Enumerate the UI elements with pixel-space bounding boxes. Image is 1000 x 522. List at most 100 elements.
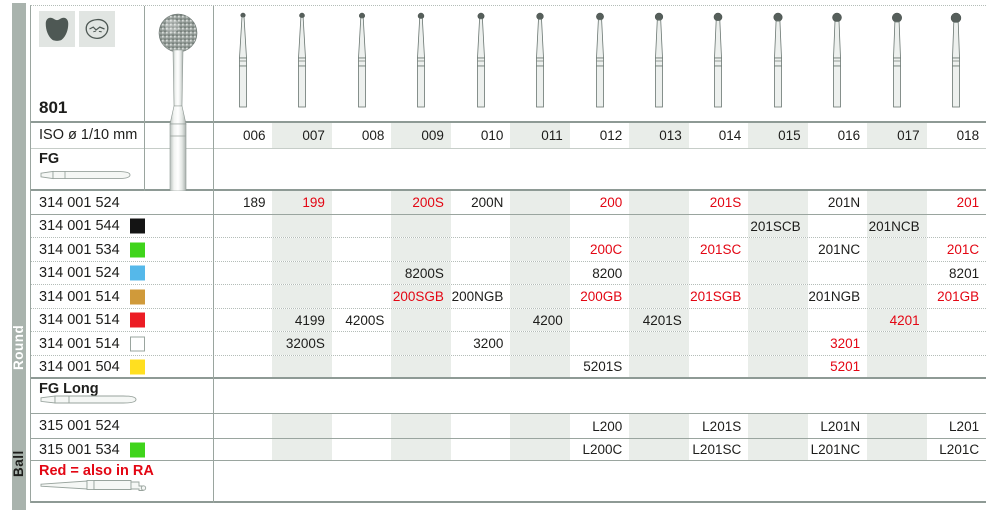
bur-ref-201SC: 201SC <box>699 242 742 257</box>
bur-ref-4201: 4201 <box>867 309 927 331</box>
empty-cell <box>748 414 808 438</box>
iso-size-009: 009 <box>391 123 451 148</box>
empty-cell <box>213 238 272 261</box>
order-code: 314 001 514 <box>31 332 213 355</box>
order-code-text: 314 001 544 <box>39 218 120 234</box>
empty-cell <box>391 414 451 438</box>
bur-ref-200: 200 <box>599 195 623 210</box>
bur-illustration-007 <box>272 6 331 123</box>
grit-color-chip-yellow <box>130 359 145 374</box>
iso-size-row: ISO ø 1/10 mm 006 007 008 009 010 011 012 013 01… <box>31 123 986 149</box>
bur-illustration-018 <box>927 6 986 123</box>
catalog-row: 314 001 514 3200S 3200 3201 <box>31 332 986 356</box>
bur-ref-200GB: 200GB <box>580 289 623 304</box>
empty-cell <box>808 262 867 284</box>
iso-size-016: 016 <box>837 128 861 143</box>
section-fg-label: FG <box>39 151 60 167</box>
catalog-row: 314 001 534 200C 201SC 201NC 201C <box>31 238 986 262</box>
bur-ref-201NCB: 201NCB <box>867 215 927 237</box>
iso-label: ISO ø 1/10 mm <box>39 127 138 143</box>
empty-cell <box>213 285 272 308</box>
empty-cell <box>451 309 510 331</box>
empty-cell <box>332 414 391 438</box>
catalog-row: 315 001 524 L200 L201S L201N L201 <box>31 414 986 439</box>
empty-cell <box>451 215 510 237</box>
empty-cell <box>689 356 748 377</box>
table-header-area: 801 <box>31 6 986 123</box>
empty-cell <box>451 414 510 438</box>
fg-rows: 314 001 524 189 199 200S 200N 200 201S 201N 201 3… <box>31 191 986 379</box>
bur-ref-201NGB: 201NGB <box>808 289 861 304</box>
bur-ref-4200: 4200 <box>510 309 570 331</box>
order-code-text: 315 001 534 <box>39 441 120 458</box>
empty-cell <box>927 332 986 355</box>
order-code: 314 001 514 <box>31 309 213 331</box>
figure-number: 801 <box>39 98 68 117</box>
empty-cell <box>272 285 332 308</box>
empty-cell <box>510 285 570 308</box>
empty-cell <box>213 309 272 331</box>
catalog-row: 314 001 524 189 199 200S 200N 200 201S 201N 201 <box>31 191 986 215</box>
bur-illustration-010 <box>451 6 510 123</box>
order-code-text: 314 001 504 <box>39 358 120 375</box>
order-code-text: 314 001 534 <box>39 241 120 258</box>
empty-cell <box>451 262 510 284</box>
bur-ref-201C: 201C <box>946 242 980 257</box>
empty-cell <box>510 191 570 214</box>
empty-cell <box>510 356 570 377</box>
divider-line <box>144 6 145 191</box>
fg-long-rows: 315 001 524 L200 L201S L201N L201 315 001 534… <box>31 414 986 461</box>
section-fg-long: FG Long <box>31 379 986 414</box>
fg-long-shank-drawing <box>39 393 145 411</box>
column-bur-illustrations <box>213 6 986 123</box>
bur-ref-L201SC: L201SC <box>692 442 742 457</box>
side-tab-strip: Round Ball <box>11 3 26 510</box>
bur-ref-8200: 8200 <box>592 265 623 281</box>
grit-color-chip-black <box>130 218 145 234</box>
bur-ref-201SCB: 201SCB <box>748 215 808 237</box>
empty-cell <box>391 309 451 331</box>
empty-cell <box>391 356 451 377</box>
bur-ref-5201: 5201 <box>830 359 861 374</box>
catalog-row: 314 001 514 4199 4200S 4200 4201S 4201 <box>31 309 986 332</box>
catalog-row: 314 001 504 5201S 5201 <box>31 356 986 379</box>
order-code: 315 001 534 <box>31 439 213 460</box>
empty-cell <box>272 262 332 284</box>
empty-cell <box>391 238 451 261</box>
occlusal-view-icon <box>79 11 115 47</box>
empty-cell <box>629 356 689 377</box>
empty-cell <box>272 215 332 237</box>
section-fg-long-label: FG Long <box>39 381 99 397</box>
bur-illustration-014 <box>689 6 748 123</box>
catalog-row: 314 001 514 200SGB 200NGB 200GB 201SGB 201NGB… <box>31 285 986 309</box>
bur-ref-200N: 200N <box>471 195 504 210</box>
empty-cell <box>451 356 510 377</box>
order-code-text: 314 001 524 <box>39 265 120 281</box>
empty-cell <box>867 262 927 284</box>
empty-cell <box>570 309 629 331</box>
empty-cell <box>629 215 689 237</box>
iso-size-010: 010 <box>480 128 504 143</box>
bur-ref-199: 199 <box>272 191 332 214</box>
bur-ref-201N: 201N <box>827 195 861 210</box>
catalog-row: 315 001 534 L200C L201SC L201NC L201C <box>31 439 986 461</box>
bur-ref-5201S: 5201S <box>583 359 623 374</box>
bur-ref-4201S: 4201S <box>629 309 689 331</box>
empty-cell <box>629 285 689 308</box>
bur-illustration-009 <box>391 6 450 123</box>
bur-ref-L200C: L200C <box>582 442 623 457</box>
order-code: 314 001 504 <box>31 356 213 377</box>
order-code: 314 001 514 <box>31 285 213 308</box>
catalog-row: 314 001 524 8200S 8200 8201 <box>31 262 986 285</box>
order-code-text: 314 001 514 <box>39 312 120 328</box>
iso-size-008: 008 <box>361 128 385 143</box>
empty-cell <box>332 191 391 214</box>
empty-cell <box>629 262 689 284</box>
bur-ref-3200: 3200 <box>473 336 504 351</box>
empty-cell <box>689 332 748 355</box>
empty-cell <box>332 332 391 355</box>
empty-cell <box>689 262 748 284</box>
empty-cell <box>510 439 570 460</box>
empty-cell <box>689 215 748 237</box>
